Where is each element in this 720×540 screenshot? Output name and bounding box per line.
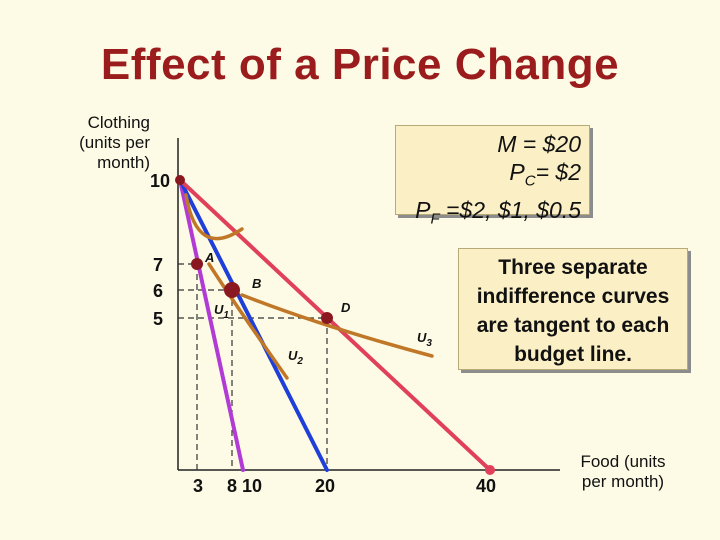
price-food-line: PF =$2, $1, $0.5: [404, 196, 581, 234]
point-A: [191, 258, 203, 270]
price-clothing-sub: C: [524, 172, 536, 190]
y-axis-label: Clothing (units per month): [79, 113, 150, 172]
budget-intercept-top: [175, 175, 185, 185]
budget-line-3: [178, 178, 492, 472]
indifference-label-U3: U3: [417, 330, 432, 349]
indifference-curves: U1 U2 U3: [184, 193, 434, 380]
x-axis-label: Food (units per month): [580, 452, 666, 491]
chart-title: Effect of a Price Change: [100, 40, 620, 89]
price-food-symbol: P: [415, 196, 431, 223]
point-B: [224, 282, 240, 298]
budget-intercept-40: [485, 465, 495, 475]
point-label-D: D: [341, 300, 351, 315]
y-tick-6: 6: [153, 281, 163, 301]
price-info-box: M = $20 PC= $2 PF =$2, $1, $0.5: [395, 125, 590, 227]
indifference-label-U1: U1: [214, 302, 229, 321]
price-clothing-value: = $2: [535, 159, 581, 185]
x-tick-8: 8: [227, 476, 237, 496]
price-clothing-symbol: P: [509, 159, 525, 185]
indifference-curve-U1: [184, 193, 244, 241]
point-label-B: B: [252, 276, 261, 291]
budget-line-2: [178, 178, 329, 472]
price-food-value: =$2, $1, $0.5: [439, 196, 581, 223]
y-tick-5: 5: [153, 309, 163, 329]
indifference-curve-U2: [207, 262, 289, 380]
point-D: [321, 312, 333, 324]
price-food-sub: F: [430, 210, 440, 228]
x-tick-3: 3: [193, 476, 203, 496]
x-tick-10: 10: [242, 476, 262, 496]
dashed-guides: [178, 263, 328, 470]
budget-lines: [175, 175, 495, 475]
tangency-points: A B D: [191, 250, 351, 324]
y-tick-10: 10: [150, 171, 170, 191]
income-line: M = $20: [497, 131, 581, 157]
indifference-curve-U3: [240, 293, 434, 358]
budget-line-1: [178, 178, 245, 472]
y-tick-7: 7: [153, 255, 163, 275]
point-label-A: A: [204, 250, 214, 265]
x-tick-40: 40: [476, 476, 496, 496]
x-tick-20: 20: [315, 476, 335, 496]
price-clothing-line: PC= $2: [404, 158, 581, 196]
indifference-label-U2: U2: [288, 348, 303, 367]
note-box: Three separate indifference curves are t…: [458, 248, 688, 370]
